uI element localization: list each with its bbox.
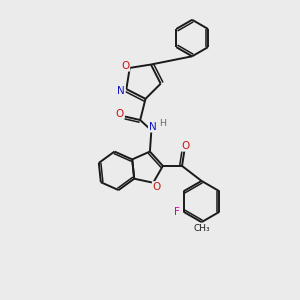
Text: O: O: [182, 141, 190, 151]
Text: N: N: [117, 85, 125, 96]
Text: F: F: [174, 207, 180, 217]
Text: O: O: [116, 109, 124, 119]
Text: O: O: [153, 182, 161, 192]
Text: N: N: [149, 122, 156, 132]
Text: H: H: [159, 119, 166, 128]
Text: O: O: [121, 61, 129, 71]
Text: CH₃: CH₃: [194, 224, 210, 232]
